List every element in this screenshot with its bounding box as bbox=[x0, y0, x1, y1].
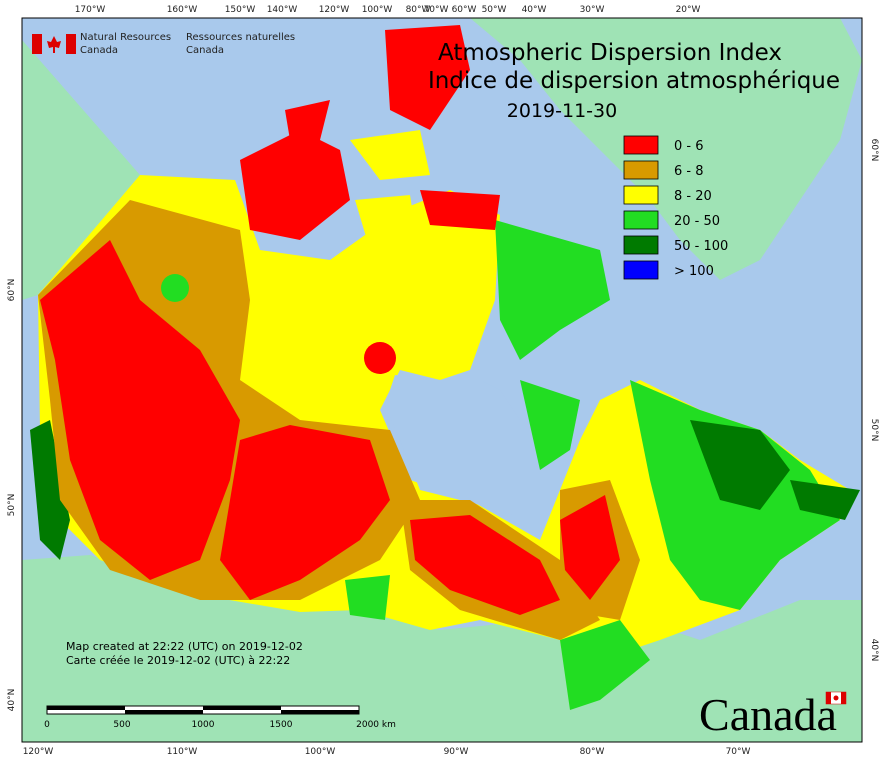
agency-fr: Ressources naturelles bbox=[186, 32, 295, 43]
longitude-label: 120°W bbox=[23, 747, 54, 757]
longitude-label: 100°W bbox=[362, 5, 393, 15]
created-en: Map created at 22:22 (UTC) on 2019-12-02 bbox=[66, 640, 303, 653]
scale-bar bbox=[46, 705, 360, 715]
latitude-label: 40°N bbox=[869, 639, 879, 662]
arctic-island bbox=[285, 100, 330, 140]
legend-label: 8 - 20 bbox=[674, 189, 712, 204]
scale-segment bbox=[47, 706, 125, 710]
flag-bar bbox=[826, 692, 831, 704]
legend-swatch bbox=[623, 210, 659, 230]
green-region bbox=[560, 620, 650, 710]
longitude-label: 50°W bbox=[482, 5, 507, 15]
legend-swatch bbox=[623, 185, 659, 205]
longitude-label: 100°W bbox=[305, 747, 336, 757]
legend-label: 0 - 6 bbox=[674, 139, 704, 154]
green-region bbox=[495, 220, 610, 360]
scale-labels: 0 500 1000 1500 2000 km bbox=[44, 720, 396, 730]
alaska bbox=[22, 40, 140, 300]
latitude-label: 50°N bbox=[7, 494, 17, 517]
longitude-label: 160°W bbox=[167, 5, 198, 15]
legend: 0 - 6 6 - 8 8 - 20 20 - 50 50 - 100 > 100 bbox=[623, 135, 728, 280]
agency-en: Natural Resources bbox=[80, 32, 171, 43]
nrcan-logo bbox=[32, 34, 76, 54]
title: Indice de dispersion atmosphérique bbox=[428, 68, 840, 94]
legend-swatch bbox=[623, 260, 659, 280]
flag-bar bbox=[841, 692, 846, 704]
arctic-island bbox=[385, 25, 470, 130]
arctic-island bbox=[355, 195, 420, 260]
scale-segment bbox=[125, 710, 203, 714]
date: 2019-11-30 bbox=[507, 100, 617, 122]
agency-fr: Canada bbox=[186, 45, 224, 56]
longitude-label: 60°W bbox=[452, 5, 477, 15]
longitude-label: 170°W bbox=[75, 5, 106, 15]
red-region bbox=[40, 240, 240, 580]
scale-label: 1000 bbox=[192, 720, 215, 730]
latitude-label: 50°N bbox=[869, 419, 879, 442]
latitude-label: 60°N bbox=[7, 279, 17, 302]
longitude-label: 140°W bbox=[267, 5, 298, 15]
arctic-island bbox=[240, 130, 350, 240]
latitude-label: 60°N bbox=[869, 139, 879, 162]
legend-label: 20 - 50 bbox=[674, 214, 720, 229]
longitude-label: 90°W bbox=[444, 747, 469, 757]
green-region bbox=[520, 380, 580, 470]
arctic-island bbox=[420, 190, 500, 230]
dark-green-region bbox=[30, 420, 70, 560]
agency-en: Canada bbox=[80, 45, 118, 56]
frame-border bbox=[21, 17, 863, 743]
green-region bbox=[345, 575, 390, 620]
scale-segment bbox=[203, 706, 281, 710]
latitude-label: 40°N bbox=[7, 689, 17, 712]
green-spot bbox=[161, 274, 189, 302]
longitude-label: 80°W bbox=[406, 5, 431, 15]
usa bbox=[22, 555, 862, 742]
flag-leaf bbox=[833, 695, 839, 701]
longitude-label: 20°W bbox=[676, 5, 701, 15]
longitude-label: 70°W bbox=[424, 5, 449, 15]
scale-label: 1500 bbox=[270, 720, 293, 730]
legend-label: 50 - 100 bbox=[674, 239, 728, 254]
longitude-label: 70°W bbox=[726, 747, 751, 757]
wordmark-flag bbox=[825, 691, 847, 705]
greenland bbox=[470, 18, 862, 280]
flag-bar bbox=[66, 34, 76, 54]
longitude-label: 80°W bbox=[580, 747, 605, 757]
dark-green-region bbox=[790, 480, 860, 520]
legend-label: 6 - 8 bbox=[674, 164, 704, 179]
legend-swatch bbox=[623, 160, 659, 180]
dark-green-region bbox=[690, 420, 790, 510]
scale-label: 2000 km bbox=[356, 720, 396, 730]
longitude-label: 120°W bbox=[319, 5, 350, 15]
flag-bar bbox=[32, 34, 42, 54]
scale-label: 500 bbox=[113, 720, 130, 730]
graticule-labels: 170°W 160°W 150°W 140°W 120°W 100°W 80°W70°W 60… bbox=[7, 5, 879, 757]
legend-label: > 100 bbox=[674, 264, 714, 279]
longitude-label: 110°W bbox=[167, 747, 198, 757]
scale-segment bbox=[281, 710, 359, 714]
red-region bbox=[220, 425, 390, 600]
legend-swatch bbox=[623, 135, 659, 155]
map-frame bbox=[21, 17, 863, 743]
title: Atmospheric Dispersion Index bbox=[438, 40, 782, 66]
longitude-label: 30°W bbox=[580, 5, 605, 15]
longitude-label: 40°W bbox=[522, 5, 547, 15]
red-region bbox=[560, 495, 620, 600]
longitude-label: 150°W bbox=[225, 5, 256, 15]
legend-swatch bbox=[623, 235, 659, 255]
red-spot bbox=[364, 342, 396, 374]
maple-leaf bbox=[47, 36, 61, 53]
canada-wordmark: Canada bbox=[699, 689, 837, 740]
scale-label: 0 bbox=[44, 720, 50, 730]
arctic-island bbox=[350, 130, 430, 180]
hudson-bay bbox=[385, 375, 540, 520]
red-region bbox=[410, 515, 560, 615]
created-fr: Carte créée le 2019-12-02 (UTC) à 22:22 bbox=[66, 654, 290, 667]
